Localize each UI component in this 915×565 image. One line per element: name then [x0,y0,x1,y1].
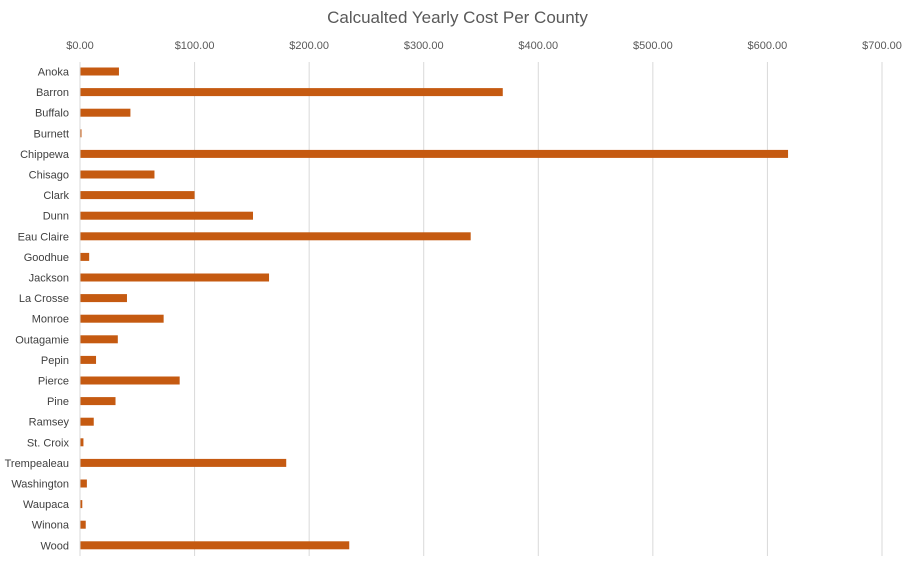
y-tick-label: Clark [43,190,69,202]
bar [80,479,87,488]
bar [80,67,119,76]
x-tick-label: $600.00 [748,40,788,52]
y-tick-label: Jackson [29,273,69,285]
y-tick-label: Burnett [34,128,69,140]
y-tick-label: Pine [47,396,69,408]
bar [80,88,503,97]
x-tick-label: $400.00 [518,40,558,52]
x-tick-label: $0.00 [66,40,94,52]
bar [80,294,127,303]
bar [80,108,131,117]
y-tick-label: Wood [40,540,69,552]
y-tick-label: La Crosse [19,293,69,305]
bar [80,211,254,220]
y-tick-label: Eau Claire [18,231,69,243]
y-tick-label: Goodhue [24,252,69,264]
y-tick-label: Waupaca [23,499,70,511]
y-tick-label: Pepin [41,355,69,367]
bar [80,273,270,282]
y-tick-label: Buffalo [35,108,69,120]
bar [80,232,471,241]
y-tick-label: Winona [32,520,70,532]
y-tick-label: Monroe [32,314,69,326]
y-tick-label: Barron [36,87,69,99]
bar [80,252,90,261]
bar [80,520,86,529]
y-tick-label: Dunn [43,211,69,223]
bar [80,458,287,467]
x-tick-label: $300.00 [404,40,444,52]
y-tick-label: Washington [11,479,69,491]
x-tick-label: $100.00 [175,40,215,52]
y-tick-label: Trempealeau [5,458,69,470]
y-tick-label: Ramsey [29,417,70,429]
bar [80,438,84,447]
bar [80,397,116,406]
bar [80,149,789,158]
bar [80,417,94,426]
y-tick-label: Pierce [38,376,69,388]
bar [80,170,155,179]
x-tick-label: $700.00 [862,40,902,52]
bar [80,500,83,509]
y-tick-label: St. Croix [27,437,70,449]
x-tick-label: $200.00 [289,40,329,52]
chart-title: Calcualted Yearly Cost Per County [327,8,588,27]
bar [80,541,350,550]
y-tick-label: Outagamie [15,334,69,346]
bar [80,314,164,323]
bar [80,335,118,344]
bar [80,376,180,385]
y-tick-label: Anoka [38,67,70,79]
bar [80,191,195,200]
y-tick-label: Chisago [29,170,69,182]
y-tick-label: Chippewa [20,149,70,161]
bar [80,129,82,138]
bar [80,355,97,364]
x-tick-label: $500.00 [633,40,673,52]
